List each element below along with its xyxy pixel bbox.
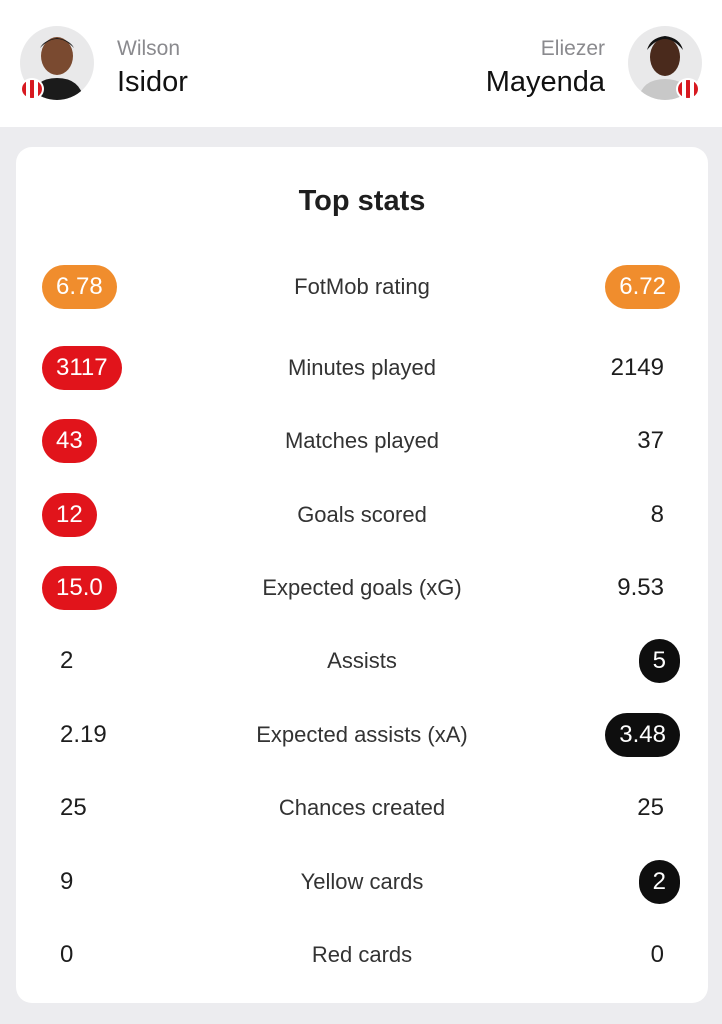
stat-row: 43 Matches played 37 xyxy=(16,419,708,463)
stat-row: 2.19 Expected assists (xA) 3.48 xyxy=(16,713,708,757)
stat-label: FotMob rating xyxy=(294,274,430,299)
card-title: Top stats xyxy=(298,185,426,217)
stat-value-left: 25 xyxy=(60,794,87,821)
stat-row: 25 Chances created 25 xyxy=(16,786,708,830)
player-comparison-header: Wilson Isidor Eliezer Mayenda xyxy=(0,0,722,127)
stat-label: Yellow cards xyxy=(300,869,424,894)
stat-value-right: 8 xyxy=(650,501,664,528)
stat-row: 0 Red cards 0 xyxy=(16,933,708,977)
stat-value-left: 9 xyxy=(60,868,74,895)
player-first-name-right: Eliezer xyxy=(540,37,605,60)
stat-label: Assists xyxy=(327,648,397,673)
stat-value-right: 5 xyxy=(638,639,680,683)
top-stats-card: Top stats 6.78 FotMob rating 6.72 3117 Minut… xyxy=(16,147,708,1003)
stat-label: Expected goals (xG) xyxy=(262,575,462,600)
club-crest-icon xyxy=(20,78,44,100)
stat-row: 9 Yellow cards 2 xyxy=(16,860,708,904)
stat-row: 12 Goals scored 8 xyxy=(16,493,708,537)
stat-row: 6.78 FotMob rating 6.72 xyxy=(16,265,708,309)
stat-value-right: 37 xyxy=(637,427,664,454)
stat-value-right: 2149 xyxy=(610,354,664,381)
stat-value-left: 15.0 xyxy=(42,566,117,610)
stat-value-right: 25 xyxy=(637,794,664,821)
stat-value-left: 2 xyxy=(60,647,74,674)
stat-row: 15.0 Expected goals (xG) 9.53 xyxy=(16,566,708,610)
stat-value-left: 6.78 xyxy=(42,265,117,309)
stat-value-right: 6.72 xyxy=(605,265,680,309)
club-crest-icon xyxy=(676,78,700,100)
player-last-name-right[interactable]: Mayenda xyxy=(485,66,605,98)
stat-row: 2 Assists 5 xyxy=(16,639,708,683)
stat-label: Expected assists (xA) xyxy=(256,722,468,747)
stat-row: 3117 Minutes played 2149 xyxy=(16,346,708,390)
stat-value-left: 2.19 xyxy=(60,721,107,748)
stat-value-left: 43 xyxy=(42,419,97,463)
stat-label: Red cards xyxy=(311,942,413,967)
stat-value-right: 2 xyxy=(638,860,680,904)
stat-label: Goals scored xyxy=(297,502,427,527)
stat-value-left: 12 xyxy=(42,493,97,537)
stat-value-right: 0 xyxy=(650,941,664,968)
stat-label: Chances created xyxy=(278,795,446,820)
stat-value-right: 9.53 xyxy=(617,574,664,601)
person-icon xyxy=(30,37,84,100)
stat-label: Minutes played xyxy=(288,355,436,380)
stat-value-left: 3117 xyxy=(42,346,122,390)
player-last-name-left[interactable]: Isidor xyxy=(117,66,188,98)
stat-value-left: 0 xyxy=(60,941,74,968)
player-first-name-left: Wilson xyxy=(117,37,181,60)
stat-label: Matches played xyxy=(284,428,440,453)
stat-value-right: 3.48 xyxy=(605,713,680,757)
